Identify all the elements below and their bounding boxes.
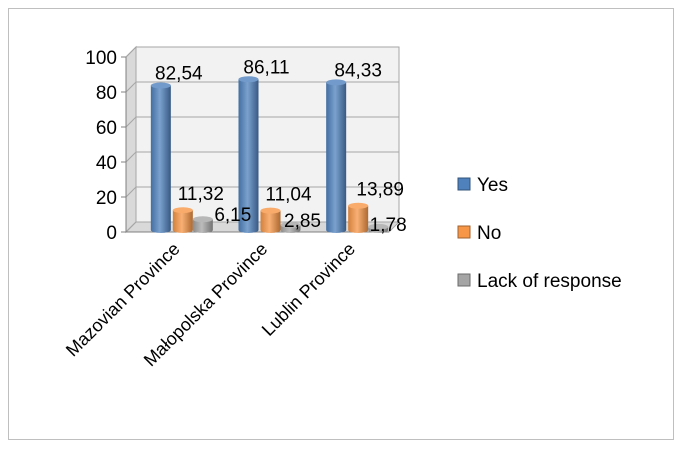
- bar-yes: [238, 76, 259, 234]
- bar-top: [348, 202, 369, 209]
- bar-body: [326, 82, 347, 234]
- legend-label: Yes: [477, 175, 508, 196]
- bar-yes: [150, 82, 171, 234]
- bar-body: [260, 210, 281, 234]
- y-tick-label: 0: [106, 223, 117, 244]
- legend: Yes No Lack of response: [457, 175, 622, 292]
- bar-lack-of-response: [368, 223, 389, 234]
- bar-top: [280, 222, 301, 229]
- bar-top: [238, 76, 259, 83]
- bar-lack-of-response: [192, 216, 213, 234]
- bar-yes: [326, 79, 347, 234]
- data-label: 11,32: [178, 184, 224, 205]
- bar-top: [192, 216, 213, 223]
- gridline-side: [125, 116, 137, 128]
- bar-body: [348, 205, 369, 234]
- data-label: 2,85: [284, 211, 321, 232]
- y-tick-label: 60: [96, 118, 117, 139]
- data-label: 86,11: [243, 57, 289, 78]
- y-tick-label: 40: [96, 153, 117, 174]
- gridline-side: [125, 186, 137, 198]
- bar-top: [150, 82, 171, 89]
- bar-no: [172, 207, 193, 234]
- data-labels: 82,54 86,11 84,33 11,32 11,04 13,89 6,15 2,85 1,…: [155, 57, 407, 236]
- bar-body: [238, 79, 259, 234]
- bar-lack-of-response: [280, 222, 301, 234]
- data-label: 84,33: [334, 60, 382, 81]
- data-label: 13,89: [356, 180, 404, 201]
- y-tick-labels: 0 20 40 60 80 100: [85, 48, 117, 244]
- bar-top: [368, 223, 389, 230]
- bar-no: [348, 202, 369, 234]
- bar-body: [172, 210, 193, 234]
- y-tick-label: 20: [96, 188, 117, 209]
- category-label: Lublin Province: [258, 239, 359, 340]
- legend-label: No: [477, 223, 501, 244]
- gridline-side: [125, 221, 137, 233]
- data-label: 82,54: [155, 64, 203, 85]
- data-label: 1,78: [370, 215, 407, 236]
- data-label: 11,04: [265, 185, 312, 206]
- legend-label: Lack of response: [477, 271, 622, 292]
- bar-top: [326, 79, 347, 86]
- gridline-side: [125, 151, 137, 163]
- legend-swatch: [457, 225, 471, 239]
- gridline-side: [125, 81, 137, 93]
- legend-swatch: [457, 177, 471, 191]
- bar-top: [172, 207, 193, 214]
- gridline-side: [125, 46, 137, 58]
- side-wall: [125, 45, 137, 234]
- bar-body: [192, 219, 213, 234]
- bar-body: [150, 85, 171, 234]
- y-tick-label: 100: [85, 48, 117, 69]
- data-label: 6,15: [214, 205, 251, 226]
- bars: [150, 76, 389, 234]
- legend-swatch: [457, 273, 471, 287]
- y-tick-label: 80: [96, 83, 117, 104]
- bar-no: [260, 207, 281, 234]
- bar-top: [260, 207, 281, 214]
- axes: [121, 56, 389, 233]
